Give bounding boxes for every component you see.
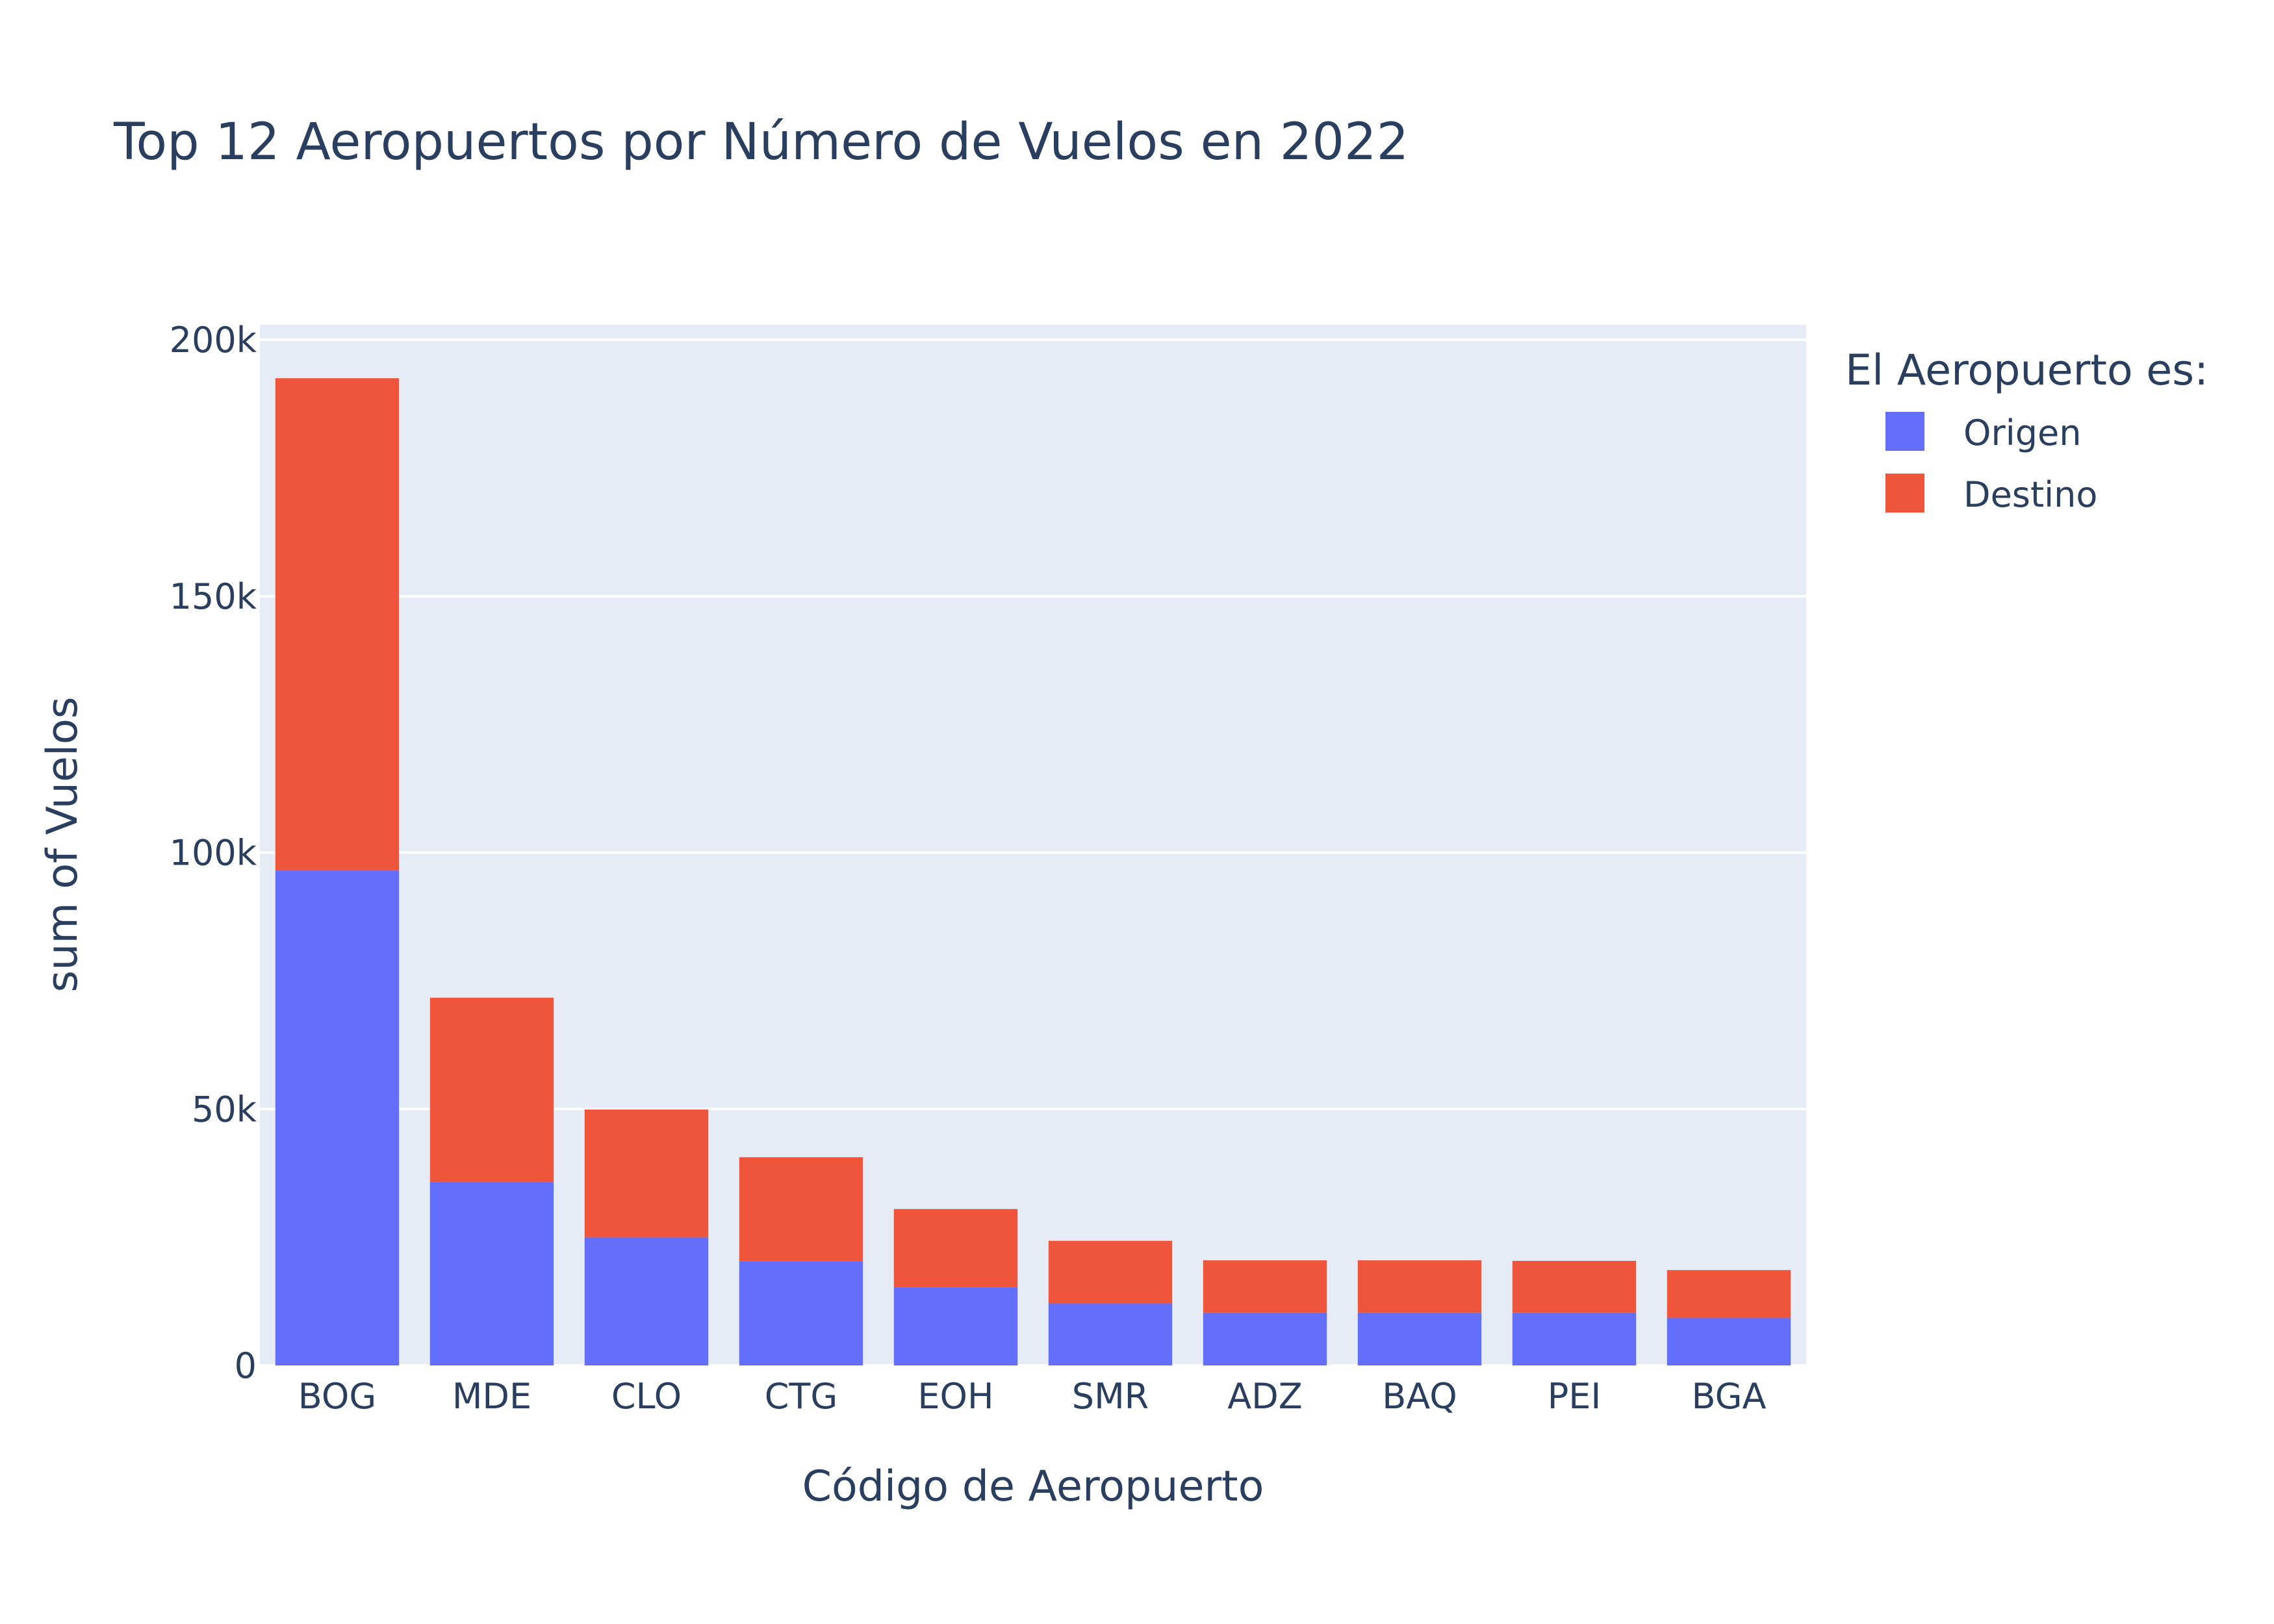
x-tick-label: ADZ [1227, 1376, 1303, 1417]
x-tick-label: EOH [917, 1376, 993, 1417]
bar-destino-clo [584, 1110, 709, 1237]
bar-destino-pei [1512, 1260, 1637, 1313]
chart-title: Top 12 Aeropuertos por Número de Vuelos … [113, 113, 1409, 171]
bar-destino-ctg [739, 1157, 863, 1262]
x-tick-label: CLO [611, 1376, 682, 1417]
legend-items: Origen Destino [1885, 412, 2097, 515]
legend-swatch-destino [1885, 474, 1924, 513]
bar-origen-ctg [739, 1261, 863, 1365]
bar-origen-smr [1048, 1303, 1173, 1365]
bar-origen-baq [1357, 1312, 1482, 1365]
bar-destino-bog [275, 378, 400, 871]
legend-label-destino: Destino [1963, 474, 2097, 515]
bar-destino-eoh [893, 1209, 1018, 1288]
bars [275, 378, 1791, 1365]
y-axis-title: sum of Vuelos [38, 696, 87, 992]
y-tick-label: 0 [235, 1345, 257, 1386]
bar-destino-baq [1357, 1260, 1482, 1313]
bar-origen-pei [1512, 1312, 1637, 1365]
y-tick-label: 50k [192, 1089, 257, 1130]
x-tick-label: BGA [1692, 1376, 1767, 1417]
y-tick-label: 200k [170, 320, 257, 361]
y-axis-ticks: 0 50k 100k 150k 200k [170, 320, 257, 1386]
bar-origen-adz [1203, 1312, 1327, 1365]
legend-label-origen: Origen [1963, 412, 2081, 453]
legend-swatch-origen [1885, 412, 1924, 451]
bar-destino-adz [1203, 1260, 1327, 1313]
x-axis-ticks: BOG MDE CLO CTG EOH SMR ADZ BAQ PEI BGA [298, 1376, 1767, 1417]
bar-origen-clo [584, 1237, 709, 1365]
x-tick-label: BAQ [1382, 1376, 1457, 1417]
bar-origen-mde [429, 1182, 554, 1365]
y-tick-label: 100k [170, 833, 257, 874]
bar-destino-smr [1048, 1241, 1173, 1304]
bar-origen-bog [275, 870, 400, 1365]
x-tick-label: CTG [765, 1376, 838, 1417]
x-axis-title: Código de Aeropuerto [802, 1462, 1264, 1511]
x-tick-label: PEI [1548, 1376, 1602, 1417]
bar-origen-bga [1667, 1317, 1791, 1365]
y-tick-label: 150k [170, 576, 257, 617]
x-tick-label: BOG [298, 1376, 376, 1417]
bar-destino-mde [429, 997, 554, 1182]
x-tick-label: SMR [1072, 1376, 1149, 1417]
legend: El Aeropuerto es: Origen Destino [1845, 346, 2208, 515]
legend-title: El Aeropuerto es: [1845, 346, 2208, 395]
bar-origen-eoh [893, 1287, 1018, 1365]
bar-destino-bga [1667, 1270, 1791, 1318]
x-tick-label: MDE [452, 1376, 531, 1417]
